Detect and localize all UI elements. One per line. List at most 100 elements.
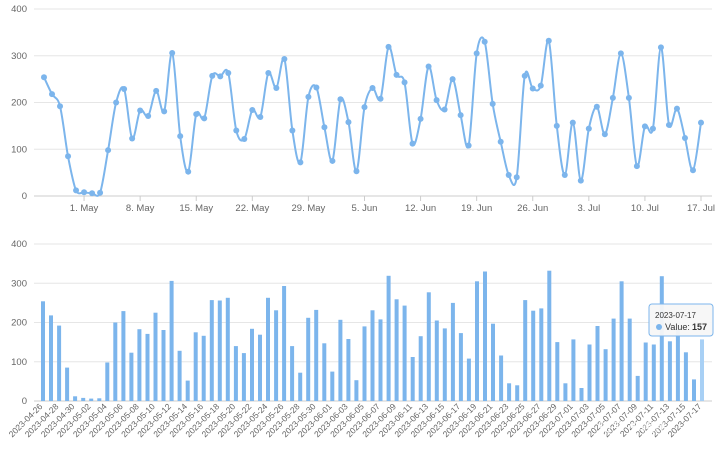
data-point	[385, 43, 392, 50]
bar	[555, 342, 560, 401]
bar	[507, 383, 512, 401]
top-x-tick-label: 19. Jun	[461, 203, 492, 214]
data-point	[161, 108, 168, 115]
data-point	[321, 124, 328, 131]
bottom-y-tick-label: 300	[11, 278, 27, 289]
bar	[57, 325, 62, 401]
data-point	[209, 72, 216, 79]
bar	[314, 309, 319, 401]
bar	[145, 333, 150, 401]
top-x-tick-label: 26. Jun	[517, 203, 548, 214]
bar	[209, 300, 214, 401]
data-point	[449, 76, 456, 83]
bar	[97, 398, 102, 401]
bar	[692, 379, 696, 401]
data-point	[41, 74, 47, 81]
data-point	[281, 56, 288, 63]
data-point	[233, 127, 240, 134]
bar	[651, 344, 656, 401]
data-point	[65, 153, 72, 160]
data-point	[273, 85, 280, 92]
top-x-tick-label: 3. Jul	[577, 203, 600, 214]
top-y-tick-label: 200	[11, 98, 27, 109]
data-point	[433, 97, 440, 104]
bar	[683, 352, 688, 401]
data-point	[665, 121, 672, 128]
bar	[426, 292, 431, 401]
data-point	[401, 79, 408, 86]
data-point	[529, 85, 536, 92]
bar	[217, 300, 222, 401]
data-point	[417, 115, 424, 122]
bar	[563, 383, 568, 401]
data-point	[473, 50, 480, 57]
bar	[675, 327, 680, 401]
data-point	[593, 103, 600, 110]
bar	[89, 398, 94, 401]
top-x-tick-label: 17. Jul	[687, 203, 715, 214]
bar	[81, 397, 86, 401]
bottom-y-tick-label: 200	[11, 318, 27, 329]
bar	[298, 372, 303, 401]
top-x-tick-label: 15. May	[179, 203, 213, 214]
bar	[611, 318, 616, 401]
bar	[547, 270, 552, 401]
data-point	[305, 93, 312, 100]
data-point	[545, 37, 552, 44]
data-point	[249, 106, 256, 113]
top-y-tick-label: 400	[11, 4, 27, 15]
data-point	[609, 94, 616, 101]
bar	[161, 330, 166, 401]
tooltip: 2023-07-17 Value: 157	[648, 303, 714, 337]
bar	[370, 310, 375, 401]
data-point	[497, 138, 504, 145]
bar	[290, 346, 295, 401]
data-point	[313, 84, 320, 91]
bar	[266, 297, 270, 401]
data-point	[569, 119, 576, 126]
data-point	[698, 119, 704, 126]
bar	[153, 312, 158, 401]
data-point	[257, 113, 264, 120]
data-point	[409, 140, 416, 147]
data-point	[505, 171, 512, 178]
bar	[667, 341, 672, 401]
bar	[330, 371, 335, 401]
bar	[362, 326, 367, 401]
data-point	[217, 73, 224, 80]
data-point	[105, 147, 112, 154]
bar	[539, 308, 544, 401]
tooltip-value: 157	[692, 322, 707, 332]
bar	[121, 311, 126, 401]
top-x-tick-label: 5. Jun	[352, 203, 378, 214]
data-point	[457, 112, 464, 119]
bar	[579, 388, 584, 401]
bar	[129, 352, 134, 401]
data-point	[49, 91, 56, 98]
data-point	[681, 135, 688, 142]
bar	[233, 346, 238, 401]
bar	[105, 362, 110, 401]
data-point	[425, 63, 432, 70]
bar	[635, 375, 640, 401]
top-x-tick-label: 12. Jun	[405, 203, 436, 214]
bar	[515, 385, 520, 401]
data-point	[121, 85, 128, 92]
tooltip-series-label: Value:	[665, 322, 690, 332]
data-point	[561, 171, 568, 178]
bar	[571, 339, 576, 401]
bar	[201, 335, 206, 401]
data-point	[361, 104, 368, 111]
bar	[185, 380, 190, 401]
top-x-tick-label: 22. May	[235, 203, 269, 214]
top-y-tick-label: 300	[11, 51, 27, 62]
bar	[394, 299, 399, 401]
top-x-tick-label: 10. Jul	[631, 203, 659, 214]
series-line	[43, 36, 702, 197]
bar	[483, 271, 487, 401]
bar	[418, 336, 423, 401]
bar	[643, 342, 648, 401]
data-point	[201, 115, 208, 122]
tooltip-box	[648, 303, 714, 337]
data-point	[137, 107, 144, 114]
